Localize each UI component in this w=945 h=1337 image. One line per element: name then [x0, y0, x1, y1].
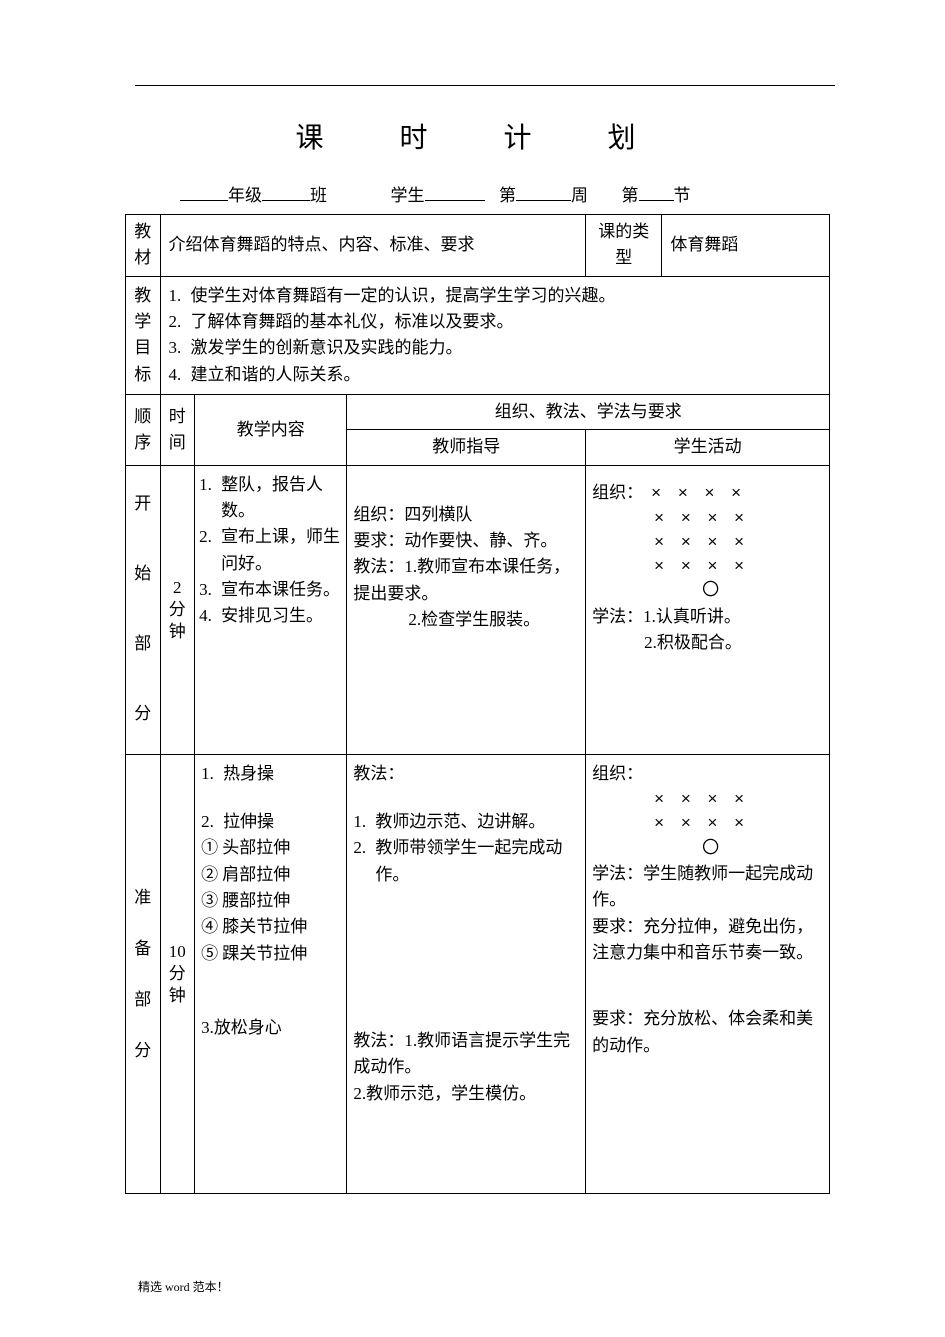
student-org-label: 组织： [592, 761, 823, 787]
blank-grade [262, 181, 310, 201]
header-rule [135, 85, 835, 86]
student-method-2: 2.积极配合。 [592, 630, 823, 656]
label-org: 组织、教法、学法与要求 [347, 395, 830, 430]
textbook-content: 介绍体育舞蹈的特点、内容、标准、要求 [160, 215, 586, 277]
formation-row: × × × × [592, 811, 823, 835]
section-start-time: 2分钟 [160, 465, 195, 754]
teacher-req: 要求：动作要快、静、齐。 [353, 528, 579, 554]
stretch-item: ① 头部拉伸 [201, 835, 340, 861]
blank-session [639, 181, 674, 201]
student-method: 学法：学生随教师一起完成动作。 [592, 861, 823, 914]
formation-row: × × × × [592, 530, 823, 554]
teacher-org: 组织：四列横队 [353, 502, 579, 528]
label-grade: 年级 [228, 186, 262, 205]
teacher-method-item: 1.教师边示范、边讲解。 [353, 809, 579, 835]
teacher-method-2b: 2.教师示范，学生模仿。 [353, 1081, 579, 1107]
teacher-method-2: 2.检查学生服装。 [353, 607, 579, 633]
content-item: 3.宣布本课任务。 [199, 577, 342, 603]
student-method: 学法：1.认真听讲。 [592, 604, 823, 630]
label-teacher: 教师指导 [347, 430, 586, 465]
formation-row: × × × × [592, 554, 823, 578]
stretch-item: ② 肩部拉伸 [201, 862, 340, 888]
label-student-activity: 学生活动 [586, 430, 830, 465]
label-lesson-type: 课的类型 [586, 215, 662, 277]
teacher-method-label: 教法： [353, 761, 579, 787]
section-prep-student: 组织： × × × × × × × × 〇 学法：学生随教师一起完成动作。 要求… [586, 754, 830, 1193]
goals-cell: 1.使学生对体育舞蹈有一定的认识，提高学生学习的兴趣。 2.了解体育舞蹈的基本礼… [160, 276, 829, 394]
goal-item: 2.了解体育舞蹈的基本礼仪，标准以及要求。 [169, 309, 821, 335]
row-header: 顺序 时间 教学内容 组织、教法、学法与要求 [126, 395, 830, 430]
content-item: 2.拉伸操 [201, 809, 340, 835]
label-student: 学生 [391, 186, 425, 205]
section-prep-content: 1.热身操 2.拉伸操 ① 头部拉伸 ② 肩部拉伸 ③ 腰部拉伸 ④ 膝关节拉伸… [195, 754, 347, 1193]
section-prep-time: 10分钟 [160, 754, 195, 1193]
row-textbook: 教材 介绍体育舞蹈的特点、内容、标准、要求 课的类型 体育舞蹈 [126, 215, 830, 277]
content-item: 4.安排见习生。 [199, 603, 342, 629]
student-org-label: 组织：× × × × [592, 480, 823, 506]
blank-week [516, 181, 571, 201]
section-start-student: 组织：× × × × × × × × × × × × × × × × 〇 学法：… [586, 465, 830, 754]
row-section-start: 开始部分 2分钟 1.整队，报告人数。 2.宣布上课，师生问好。 3.宣布本课任… [126, 465, 830, 754]
stretch-item: ③ 腰部拉伸 [201, 888, 340, 914]
label-time: 时间 [160, 395, 195, 466]
content-item-3: 3.放松身心 [201, 1015, 340, 1041]
section-start-name: 开始部分 [126, 465, 161, 754]
stretch-item: ④ 膝关节拉伸 [201, 914, 340, 940]
section-prep-teacher: 教法： 1.教师边示范、边讲解。 2.教师带领学生一起完成动作。 教法：1.教师… [347, 754, 586, 1193]
goal-item: 1.使学生对体育舞蹈有一定的认识，提高学生学习的兴趣。 [169, 283, 821, 309]
label-goals: 教学目标 [126, 276, 161, 394]
label-session-pre: 第 [622, 186, 639, 205]
label-class: 班 [310, 186, 327, 205]
blank-grade-pre [180, 181, 228, 201]
stretch-item: ⑤ 踝关节拉伸 [201, 941, 340, 967]
formation-circle: 〇 [592, 577, 823, 603]
lesson-plan-table: 教材 介绍体育舞蹈的特点、内容、标准、要求 课的类型 体育舞蹈 教学目标 1.使… [125, 214, 830, 1194]
section-prep-name: 准备部分 [126, 754, 161, 1193]
formation-circle: 〇 [592, 835, 823, 861]
footer-text: 精选 word 范本！ [138, 1278, 229, 1295]
goal-item: 4.建立和谐的人际关系。 [169, 362, 821, 388]
content-item: 1.整队，报告人数。 [199, 472, 342, 525]
label-week: 周 [571, 186, 588, 205]
page-title: 课 时 计 划 [125, 116, 830, 156]
row-section-prep: 准备部分 10分钟 1.热身操 2.拉伸操 ① 头部拉伸 ② 肩部拉伸 ③ 腰部… [126, 754, 830, 1193]
student-req: 要求：充分拉伸，避免出伤，注意力集中和音乐节奏一致。 [592, 914, 823, 967]
teacher-method-item: 2.教师带领学生一起完成动作。 [353, 835, 579, 888]
teacher-method: 教法：1.教师宣布本课任务，提出要求。 [353, 554, 579, 607]
content-item: 1.热身操 [201, 761, 340, 787]
label-seq: 顺序 [126, 395, 161, 466]
formation-row: × × × × [592, 506, 823, 530]
goal-item: 3.激发学生的创新意识及实践的能力。 [169, 335, 821, 361]
label-content: 教学内容 [195, 395, 347, 466]
teacher-method-2: 教法：1.教师语言提示学生完成动作。 [353, 1028, 579, 1081]
row-goals: 教学目标 1.使学生对体育舞蹈有一定的认识，提高学生学习的兴趣。 2.了解体育舞… [126, 276, 830, 394]
section-start-teacher: 组织：四列横队 要求：动作要快、静、齐。 教法：1.教师宣布本课任务，提出要求。… [347, 465, 586, 754]
info-blanks-line: 年级 班 学生 第 周 第 节 [180, 181, 830, 206]
label-week-pre: 第 [499, 186, 516, 205]
label-session: 节 [674, 186, 691, 205]
student-req-2: 要求：充分放松、体会柔和美的动作。 [592, 1006, 823, 1059]
lesson-type-value: 体育舞蹈 [662, 215, 830, 277]
content-item: 2.宣布上课，师生问好。 [199, 524, 342, 577]
blank-student [425, 181, 485, 201]
label-textbook: 教材 [126, 215, 161, 277]
section-start-content: 1.整队，报告人数。 2.宣布上课，师生问好。 3.宣布本课任务。 4.安排见习… [195, 465, 347, 754]
formation-row: × × × × [592, 787, 823, 811]
